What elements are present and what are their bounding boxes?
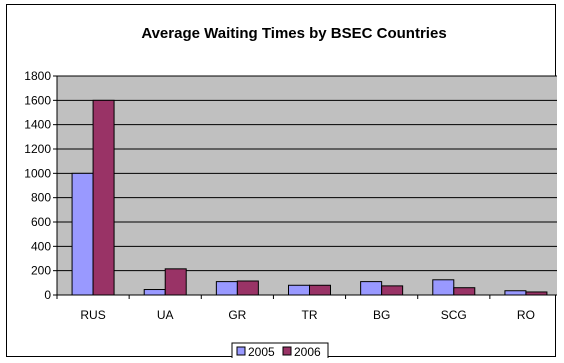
bar-2005-ro	[504, 290, 527, 296]
x-tick-label: RO	[517, 308, 535, 322]
legend-box	[231, 342, 329, 358]
bar-2006-rus	[92, 99, 115, 296]
legend-swatch-2005	[236, 346, 246, 356]
legend: 2005 2006	[231, 342, 329, 358]
y-tick-label: 200	[31, 264, 51, 278]
bars	[71, 99, 548, 296]
legend-swatch-2006	[282, 346, 292, 356]
bar-2005-tr	[288, 284, 310, 296]
x-tick-label: GR	[228, 308, 246, 322]
legend-label-2005: 2005	[248, 345, 275, 358]
x-tick-label: RUS	[80, 308, 105, 322]
bar-2005-rus	[71, 172, 94, 296]
bar-2006-bg	[381, 285, 404, 296]
gridlines	[57, 75, 557, 296]
bar-2005-ua	[143, 289, 166, 296]
y-tick-label: 1800	[24, 69, 51, 83]
legend-label-2006: 2006	[294, 345, 321, 358]
x-tick-label: UA	[157, 308, 174, 322]
bar-2006-tr	[309, 284, 331, 296]
chart-title: Average Waiting Times by BSEC Countries	[141, 25, 446, 42]
x-tick-label: BG	[373, 308, 390, 322]
bar-2006-scg	[453, 287, 476, 296]
y-tick-label: 800	[31, 191, 51, 205]
y-tick-label: 1200	[24, 142, 51, 156]
bar-2005-bg	[360, 281, 383, 296]
y-tick-label: 600	[31, 215, 51, 229]
axes: 0 200 400 600 800 1000 1200 1400 1600 1800 RUS UA GR…	[24, 69, 557, 322]
chart-canvas: Average Waiting Times by BSEC Countries …	[24, 25, 557, 358]
bar-2006-ua	[164, 268, 187, 296]
y-tick-label: 400	[31, 239, 51, 253]
bar-2005-gr	[215, 281, 238, 296]
y-tick-label: 1000	[24, 166, 51, 180]
bar-2006-gr	[236, 280, 259, 296]
y-tick-label: 1600	[24, 93, 51, 107]
x-tick-label: TR	[302, 308, 318, 322]
chart-area: Average Waiting Times by BSEC Countries …	[6, 4, 557, 358]
plot-area	[57, 76, 557, 295]
y-tick-label: 1400	[24, 118, 51, 132]
bar-2005-scg	[432, 279, 455, 296]
x-tick-label: SCG	[441, 308, 467, 322]
y-tick-label: 0	[44, 288, 51, 302]
